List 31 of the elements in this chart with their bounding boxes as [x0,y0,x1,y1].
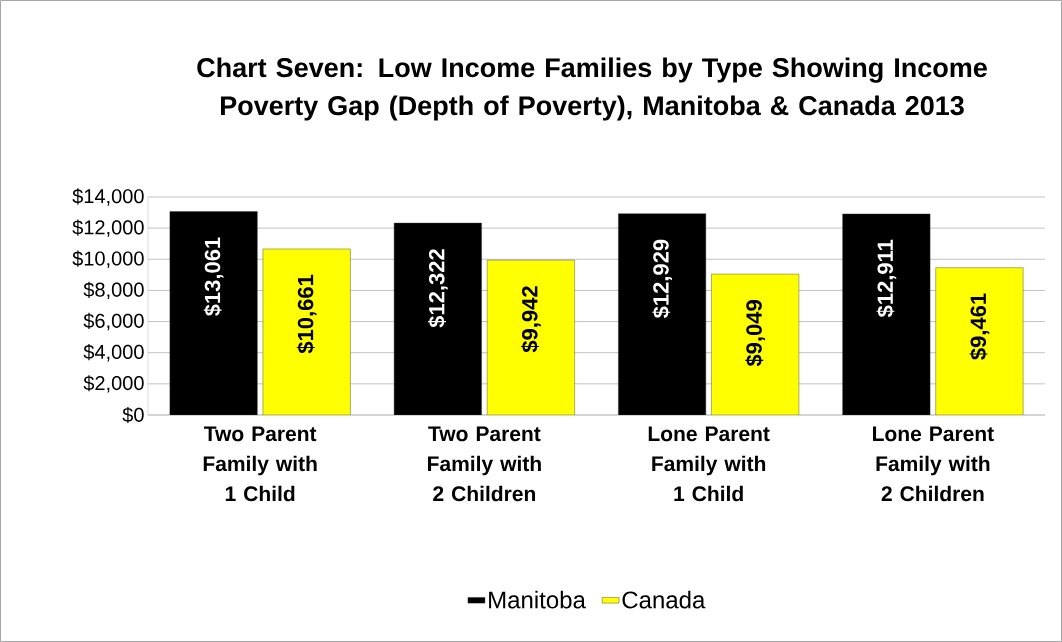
y-tick-label: $12,000 [72,219,144,237]
x-tick-label: Lone Parent Family with 2 Children [873,426,994,502]
bar [618,213,707,415]
bar [711,273,800,415]
y-tick-label: $8,000 [83,281,144,300]
x-tick-label: Lone Parent Family with 1 Child [648,426,770,502]
legend-label: Canada [622,590,706,609]
bar [262,248,351,415]
data-label: $10,661 [296,274,317,354]
x-tick-label: Two Parent Family with 2 Children [428,426,541,502]
data-label: $12,929 [652,239,672,319]
data-label: $9,461 [969,293,990,360]
y-tick-label: $10,000 [72,250,144,268]
bar [393,222,482,415]
bar [169,211,258,415]
bar [842,213,931,415]
y-tick-label: $2,000 [83,375,144,393]
x-tick-label: Two Parent Family with 1 Child [203,426,317,502]
y-tick-label: $14,000 [72,188,144,206]
y-tick-label: $4,000 [83,344,144,362]
data-label: $9,049 [745,300,766,367]
y-tick-label: $6,000 [83,312,144,331]
data-label: $13,061 [203,237,224,317]
data-label: $12,911 [876,239,897,318]
y-tick-label: $0 [122,406,144,424]
chart-title: Chart Seven: Low Income Families by Type Showing Income Poverty Gap (Depth of Poverty), Manitoba & Canada 2013 [197,57,987,121]
bar [935,267,1024,415]
legend-label: Manitoba [489,590,586,609]
bar [486,259,575,415]
data-label: $12,322 [427,249,448,328]
data-label: $9,942 [521,286,541,353]
